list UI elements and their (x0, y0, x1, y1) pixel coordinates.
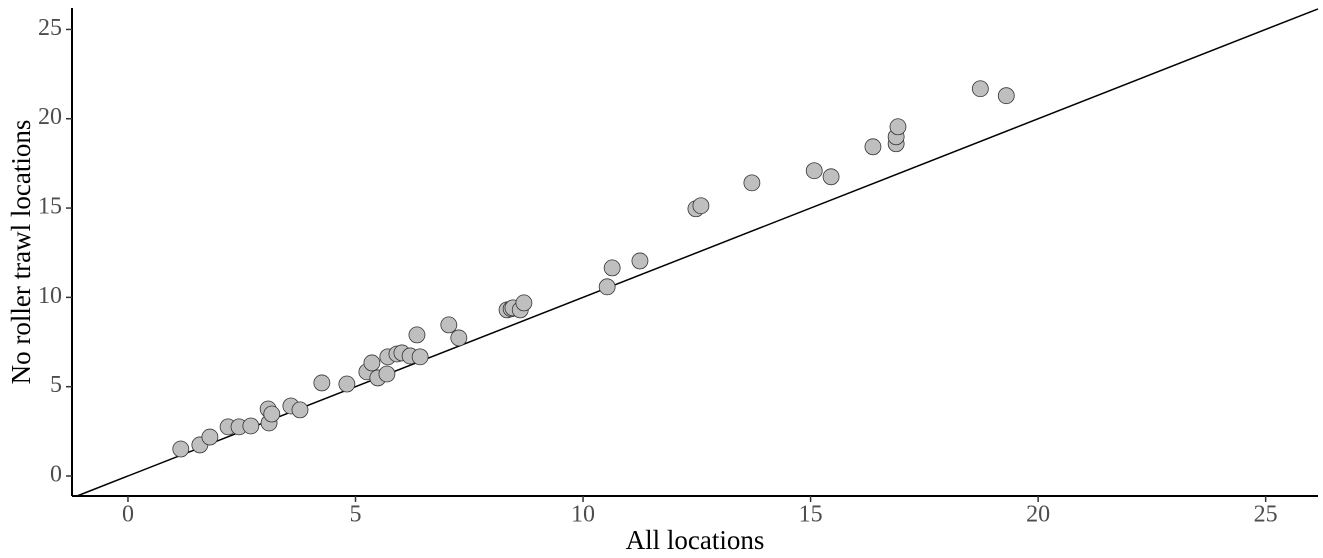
point (408, 326, 426, 344)
x-axis-title: All locations (626, 525, 765, 555)
y-tick-label: 0 (50, 461, 62, 487)
point (631, 252, 649, 270)
point (822, 168, 840, 186)
point (363, 354, 381, 372)
y-axis-title: No roller trawl locations (6, 120, 36, 385)
point (598, 278, 616, 296)
point (889, 118, 907, 136)
point (411, 348, 429, 366)
x-tick-label: 10 (571, 502, 595, 528)
point (743, 174, 761, 192)
identity-line (76, 8, 1319, 497)
point (291, 401, 309, 419)
x-tick-label: 15 (799, 502, 823, 528)
point (263, 405, 281, 423)
y-tick-label: 25 (38, 15, 62, 41)
point (242, 417, 260, 435)
point (692, 197, 710, 215)
point (313, 374, 331, 392)
y-tick-label: 15 (38, 194, 62, 220)
point (864, 138, 882, 156)
point (971, 80, 989, 98)
y-tick-label: 10 (38, 283, 62, 309)
point (338, 375, 356, 393)
point (603, 259, 621, 277)
point (201, 428, 219, 446)
point (450, 329, 468, 347)
x-tick-label: 5 (350, 502, 362, 528)
point (172, 440, 190, 458)
point (805, 162, 823, 180)
y-tick-label: 20 (38, 104, 62, 130)
x-tick-label: 0 (122, 502, 134, 528)
point (515, 294, 533, 312)
point (378, 365, 396, 383)
point (997, 87, 1015, 105)
x-tick-label: 20 (1026, 502, 1050, 528)
x-tick-label: 25 (1254, 502, 1278, 528)
y-tick-label: 5 (50, 372, 62, 398)
point (440, 316, 458, 334)
